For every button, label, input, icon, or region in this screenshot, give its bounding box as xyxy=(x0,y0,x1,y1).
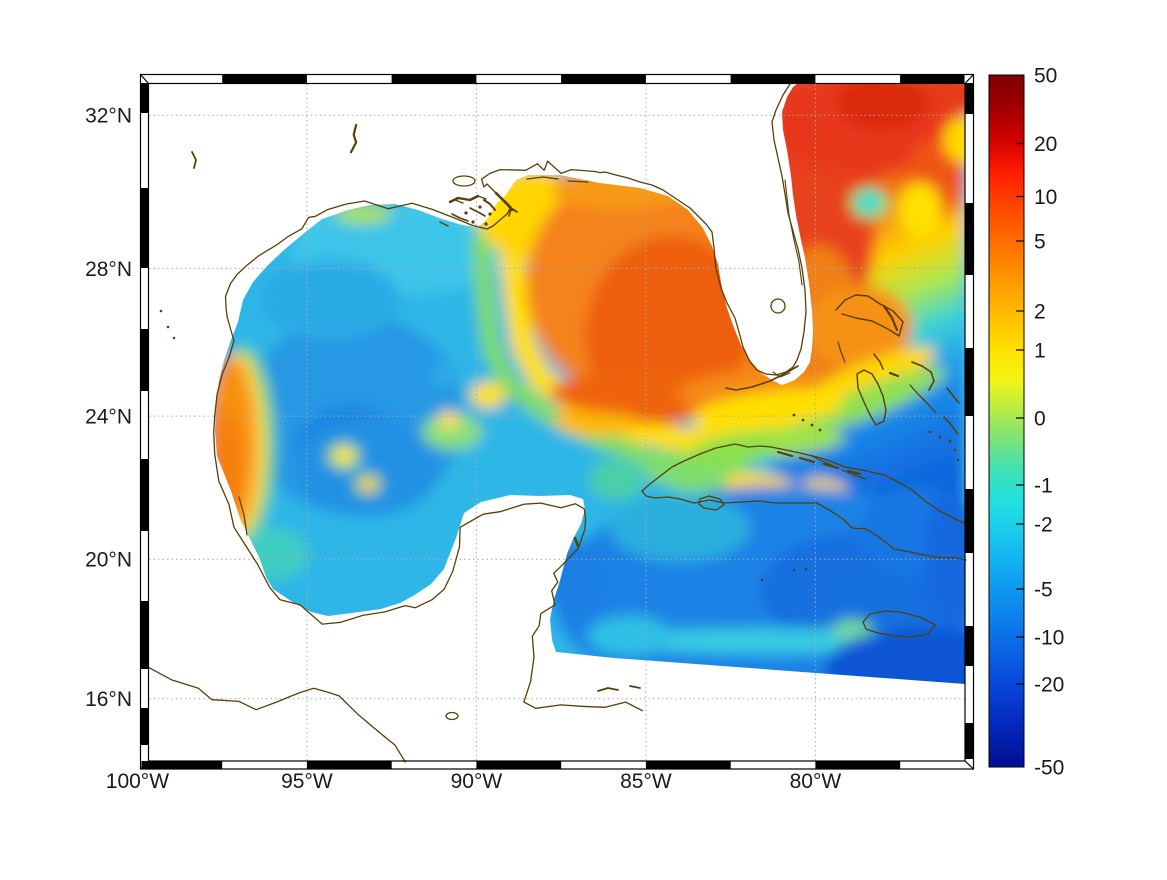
svg-text:80°W: 80°W xyxy=(790,770,842,793)
svg-text:100°W: 100°W xyxy=(106,770,169,793)
svg-text:16°N: 16°N xyxy=(85,688,132,711)
svg-text:20°N: 20°N xyxy=(85,549,132,572)
svg-text:-1: -1 xyxy=(1034,475,1053,498)
svg-text:20: 20 xyxy=(1034,133,1057,156)
svg-text:32°N: 32°N xyxy=(85,105,132,128)
svg-text:10: 10 xyxy=(1034,186,1057,209)
svg-text:85°W: 85°W xyxy=(620,770,672,793)
svg-text:24°N: 24°N xyxy=(85,406,132,429)
svg-text:-5: -5 xyxy=(1034,579,1053,602)
svg-text:90°W: 90°W xyxy=(451,770,503,793)
svg-text:2: 2 xyxy=(1034,301,1046,324)
svg-text:1: 1 xyxy=(1034,340,1046,363)
svg-text:-10: -10 xyxy=(1034,627,1064,650)
svg-text:5: 5 xyxy=(1034,231,1046,254)
svg-text:28°N: 28°N xyxy=(85,258,132,281)
svg-text:95°W: 95°W xyxy=(281,770,333,793)
svg-text:0: 0 xyxy=(1034,408,1046,431)
svg-text:-2: -2 xyxy=(1034,514,1053,537)
svg-text:-50: -50 xyxy=(1034,757,1064,780)
svg-text:50: 50 xyxy=(1034,65,1057,88)
svg-text:-20: -20 xyxy=(1034,674,1064,697)
